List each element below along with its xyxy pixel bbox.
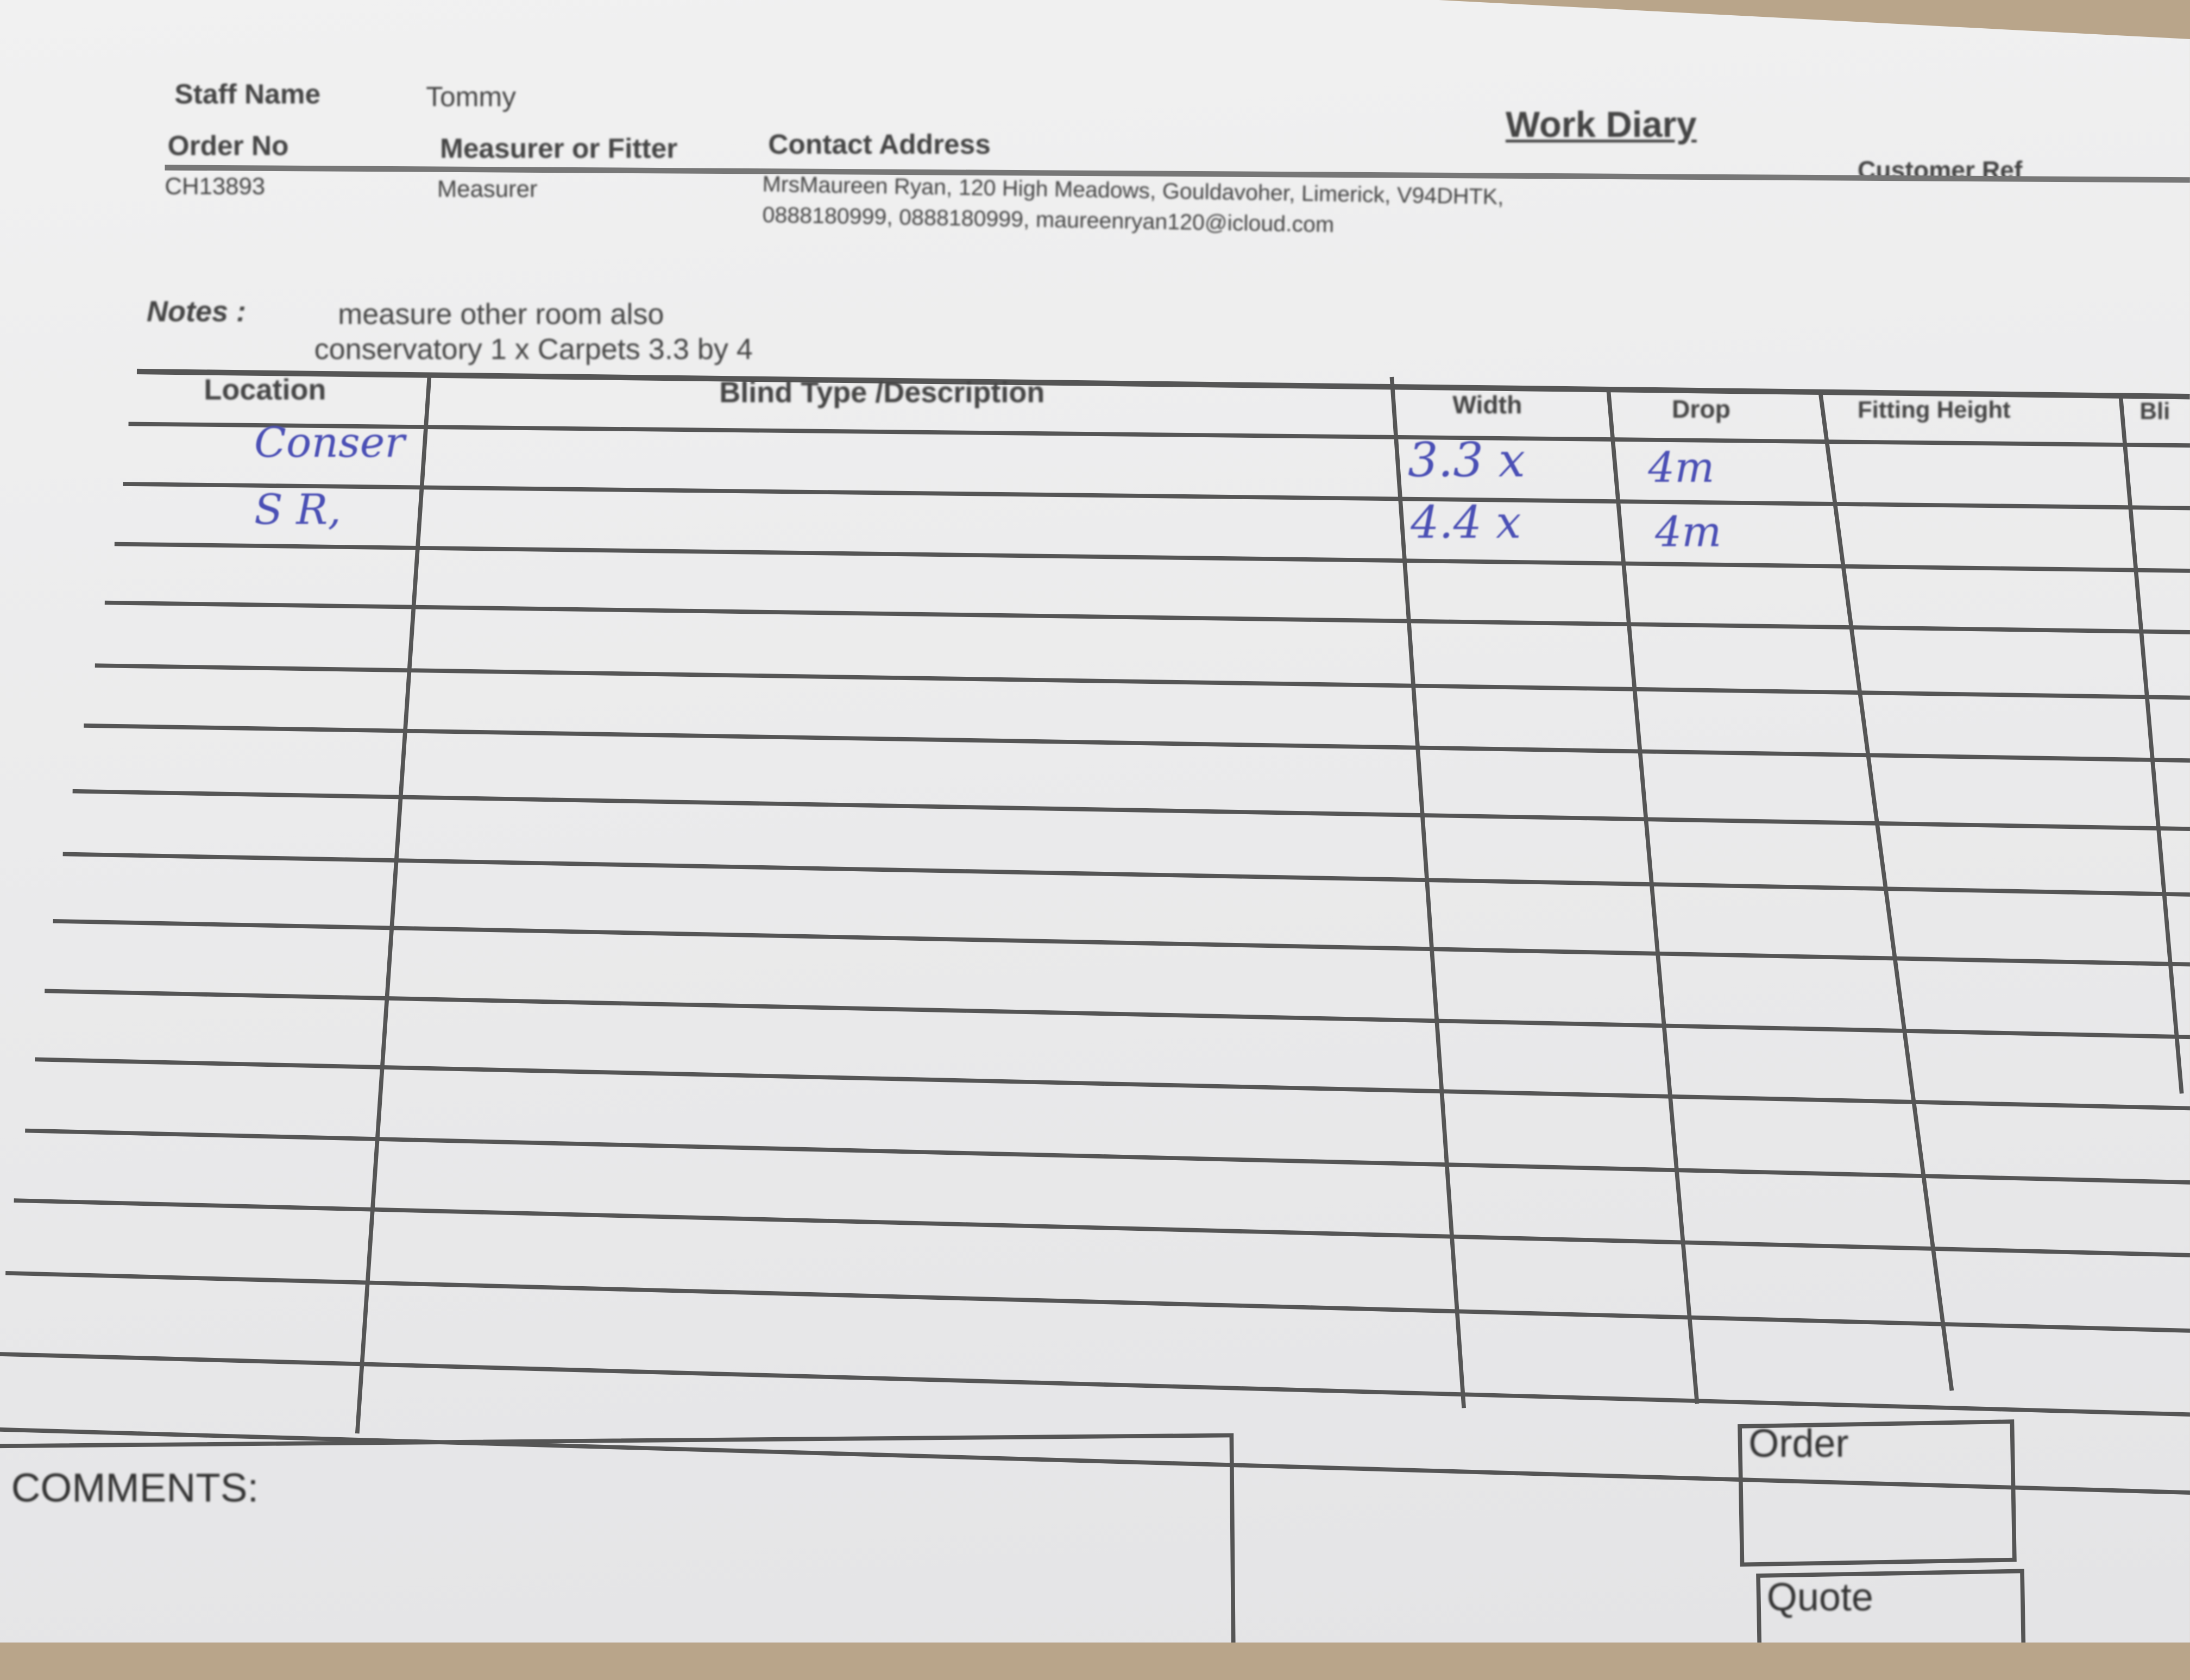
contact-address-line2: 0888180999, 0888180999, maureenryan120@i… <box>762 204 1335 238</box>
column-header-blind-type: Blind Type /Description <box>719 377 1045 410</box>
row-2-drop: 4m <box>1655 508 1722 557</box>
table-row-line <box>25 1128 2190 1185</box>
row-1-width: 3.3 x <box>1407 433 1526 489</box>
measurer-label: Measurer or Fitter <box>439 134 678 165</box>
table-row-line <box>53 918 2190 967</box>
table-row-line <box>0 1352 2190 1418</box>
notes-line-2: conservatory 1 x Carpets 3.3 by 4 <box>314 334 753 366</box>
document-title: Work Diary <box>1505 103 1697 146</box>
notes-label: Notes : <box>146 296 247 329</box>
column-header-drop: Drop <box>1671 395 1730 424</box>
column-header-fitting-height: Fitting Height <box>1857 397 2011 424</box>
order-no-value: CH13893 <box>165 173 266 200</box>
measurer-value: Measurer <box>437 175 538 203</box>
quote-label: Quote <box>1766 1575 1873 1619</box>
work-diary-sheet: Staff Name Tommy Order No Measurer or Fi… <box>0 0 2190 1643</box>
order-label: Order <box>1748 1421 1849 1465</box>
table-row-line <box>123 482 2190 511</box>
column-header-width: Width <box>1452 391 1522 419</box>
table-row-line <box>35 1057 2190 1111</box>
row-2-width: 4.4 x <box>1411 495 1521 549</box>
comments-label: COMMENTS: <box>11 1466 259 1512</box>
column-divider <box>1818 393 1954 1391</box>
column-header-bli: Bli <box>2139 398 2170 425</box>
table-row-line <box>84 723 2190 763</box>
table-top-border <box>136 368 2190 400</box>
contact-address-label: Contact Address <box>768 130 991 161</box>
table-row-line <box>104 600 2190 635</box>
order-no-label: Order No <box>167 131 289 162</box>
table-row-line <box>114 542 2190 574</box>
column-header-location: Location <box>204 374 326 407</box>
table-row-line <box>45 989 2190 1040</box>
table-row-line <box>14 1198 2190 1258</box>
column-divider <box>2118 398 2184 1094</box>
row-2-location: S R, <box>254 486 341 535</box>
staff-name-label: Staff Name <box>174 79 321 111</box>
row-1-location: Conser <box>254 419 405 468</box>
staff-name-value: Tommy <box>426 82 517 114</box>
table-row-line <box>128 421 2190 448</box>
notes-line-1: measure other room also <box>338 299 664 331</box>
table-row-line <box>62 852 2190 897</box>
column-divider <box>355 374 432 1434</box>
table-row-line <box>5 1270 2190 1334</box>
row-1-drop: 4m <box>1648 444 1715 493</box>
